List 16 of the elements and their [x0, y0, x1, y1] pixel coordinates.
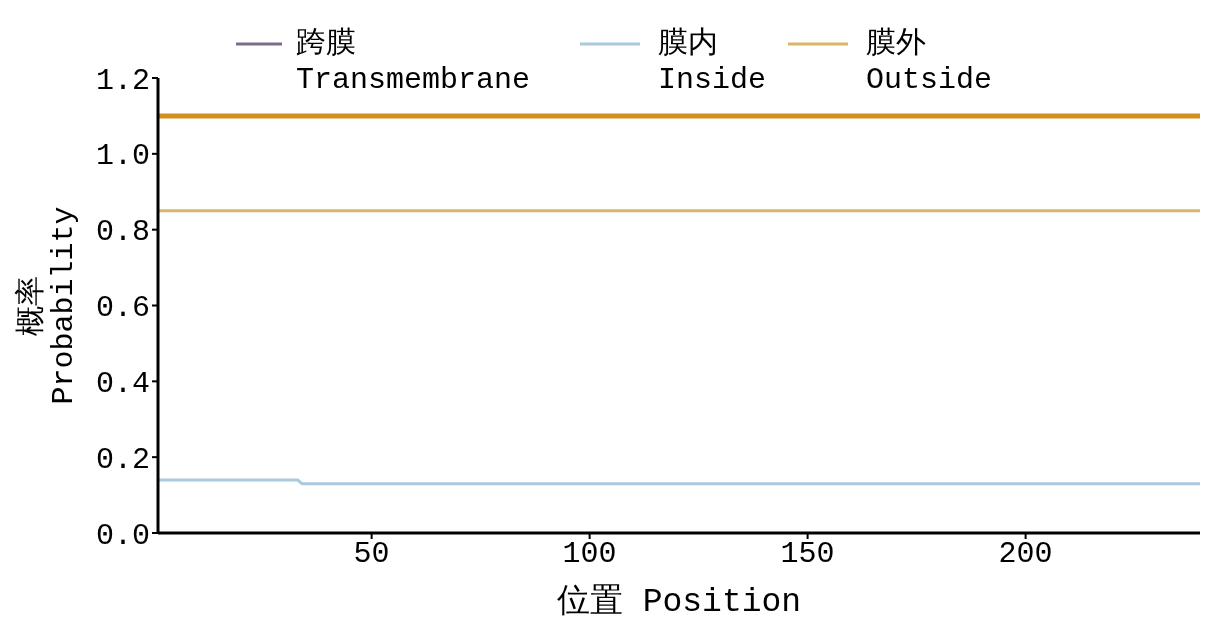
- y-tick-label: 0.4: [95, 366, 150, 401]
- y-tick-label: 0.2: [95, 442, 150, 477]
- y-tick-label: 1.0: [95, 139, 150, 174]
- x-tick-label: 150: [780, 537, 835, 572]
- y-axis-title: 概率 Probability: [14, 206, 81, 405]
- y-tick-label: 0.8: [95, 215, 150, 250]
- legend-label: 跨膜 Transmembrane: [295, 26, 530, 98]
- y-tick-label: 0.0: [95, 518, 150, 553]
- x-tick-label: 50: [353, 537, 390, 572]
- x-tick-label: 200: [998, 537, 1053, 572]
- x-axis-title: 位置 Position: [556, 584, 802, 621]
- y-tick-label: 1.2: [95, 63, 150, 98]
- legend-label: 膜外 Outside: [866, 26, 993, 98]
- y-tick-label: 0.6: [95, 291, 150, 326]
- legend-label: 膜内 Inside: [658, 26, 767, 98]
- x-tick-label: 100: [562, 537, 617, 572]
